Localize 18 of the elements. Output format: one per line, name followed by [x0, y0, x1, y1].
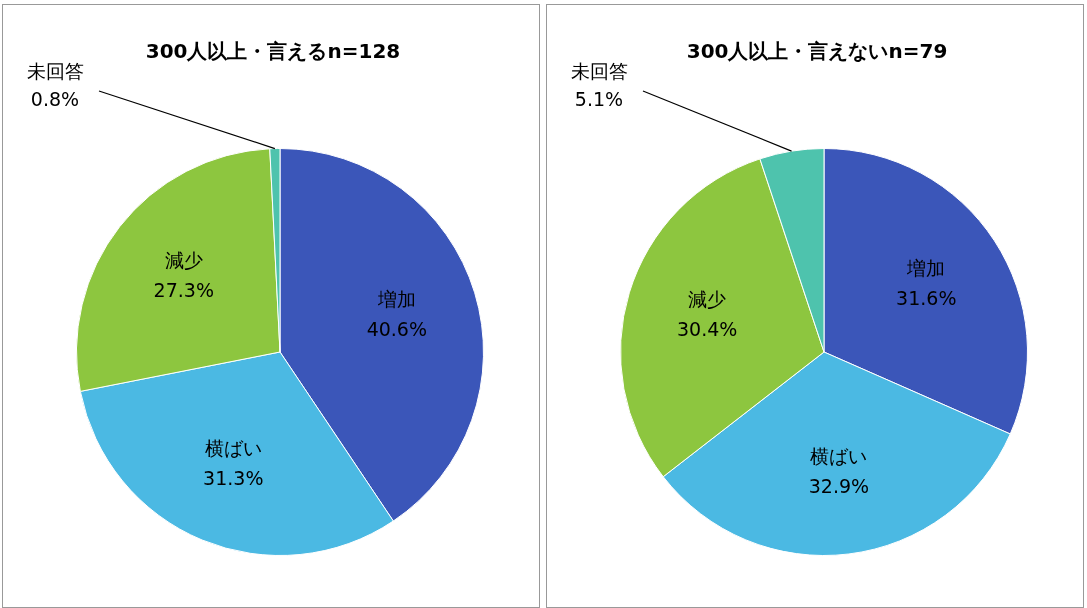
slice-label: 減少 [164, 248, 203, 271]
slice-label: 未回答 [570, 59, 628, 82]
slice-label: 増加 [906, 257, 946, 280]
slice-label: 横ばい [810, 445, 868, 468]
slice-label: 増加 [376, 288, 416, 311]
data-label: 30.4% [677, 318, 738, 341]
chart-title: 300人以上・言えないn=79 [686, 39, 948, 64]
data-label: 27.3% [153, 278, 214, 301]
slice-label: 減少 [688, 288, 727, 311]
slice-label: 横ばい [204, 436, 262, 459]
data-label: 5.1% [574, 87, 624, 110]
data-label: 40.6% [366, 318, 427, 341]
chart-title: 300人以上・言えるn=128 [145, 39, 401, 64]
data-label: 31.3% [203, 466, 264, 489]
data-label: 0.8% [30, 87, 80, 110]
data-label: 32.9% [808, 475, 870, 498]
slice-label: 未回答 [26, 59, 84, 82]
data-label: 31.6% [896, 287, 957, 310]
